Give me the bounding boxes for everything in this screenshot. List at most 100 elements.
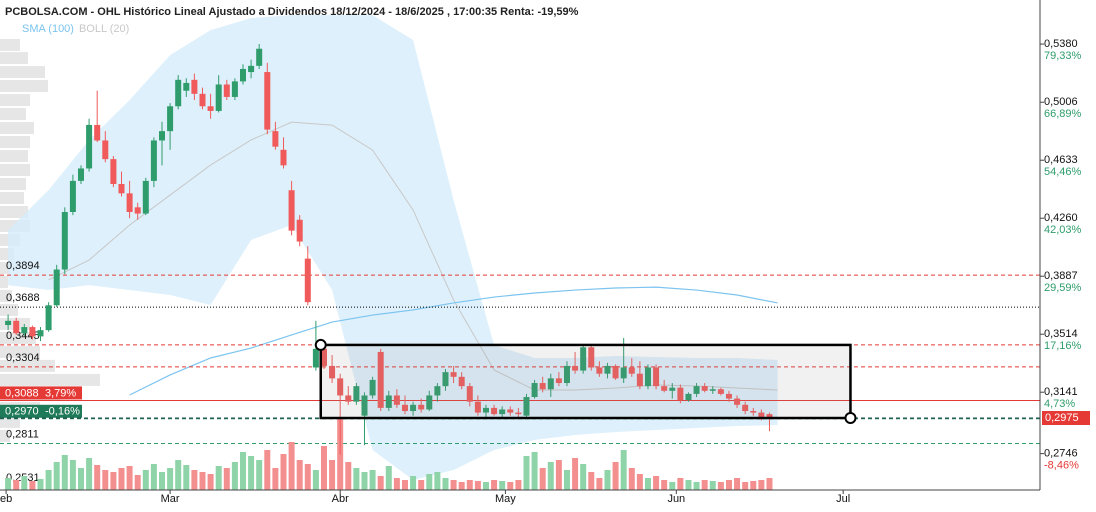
volume-bar	[410, 476, 417, 490]
x-tick-label: Abr	[332, 493, 349, 505]
candle-body	[248, 65, 255, 73]
y-tick-label: 0,5006	[1044, 96, 1078, 108]
volume-bar	[555, 460, 562, 490]
volume-bar	[377, 476, 384, 490]
candle-body	[580, 347, 587, 371]
volume-bar	[37, 479, 44, 490]
candle-body	[434, 386, 441, 396]
candle-body	[742, 404, 749, 412]
drawing-handle	[314, 338, 327, 351]
volume-bar	[215, 466, 222, 490]
volume-profile-bar	[0, 39, 20, 52]
y-tick-percent: 79,33%	[1044, 50, 1082, 62]
volume-profile-bar	[0, 247, 14, 260]
candle-body	[620, 367, 627, 379]
sma-line	[129, 286, 778, 396]
y-tick-label: 0,3141	[1044, 386, 1078, 398]
y-tick-percent: 42,03%	[1044, 224, 1082, 236]
candle-body	[612, 365, 619, 379]
volume-bar	[158, 472, 165, 490]
candle-body	[474, 401, 481, 413]
volume-bar	[239, 452, 246, 490]
candle-body	[393, 395, 400, 405]
candle-body	[183, 82, 190, 91]
legend-entry: BOLL (20)	[79, 23, 129, 35]
volume-bar	[369, 470, 376, 490]
candle-body	[5, 320, 12, 326]
candle-body	[231, 81, 238, 97]
volume-bar	[531, 452, 538, 490]
volume-bar	[742, 482, 749, 490]
level-label: 0,3088	[5, 387, 39, 399]
candle-body	[563, 365, 570, 384]
level-label: 0,2970	[5, 406, 39, 418]
candle-body	[644, 367, 651, 387]
volume-profile-bar	[0, 429, 10, 442]
volume-bar	[5, 478, 12, 490]
volume-bar	[669, 482, 676, 490]
candle-body	[604, 365, 611, 374]
volume-bar	[693, 482, 700, 490]
volume-profile-bar	[0, 289, 12, 302]
volume-bar	[474, 481, 481, 490]
drawing-rectangle	[319, 343, 852, 420]
y-tick-label: 0,3887	[1044, 270, 1078, 282]
volume-bar	[588, 472, 595, 490]
candle-body	[256, 48, 263, 66]
candle-body	[361, 395, 368, 416]
volume-bar	[628, 468, 635, 490]
y-tick-label: 0,3514	[1044, 328, 1078, 340]
level-label-box	[0, 404, 82, 418]
candle-body	[21, 327, 28, 334]
candle-body	[669, 387, 676, 391]
x-tick-label: Mar	[161, 493, 180, 505]
volume-bar	[515, 480, 522, 490]
volume-bar	[304, 464, 311, 490]
volume-profile-bar	[0, 178, 26, 191]
volume-bar	[231, 462, 238, 490]
candle-body	[677, 387, 684, 401]
volume-bar	[86, 458, 93, 490]
candle-body	[134, 207, 141, 214]
volume-bar	[750, 481, 757, 490]
volume-bar	[175, 460, 182, 490]
volume-bar	[272, 468, 279, 490]
candle-body	[337, 378, 344, 396]
volume-bar	[94, 465, 101, 490]
candle-body	[77, 168, 84, 181]
volume-profile-bar	[0, 359, 55, 372]
volume-bar	[61, 455, 68, 490]
candle-body	[661, 386, 668, 391]
volume-bar	[21, 476, 28, 490]
volume-bar	[466, 480, 473, 490]
candle-body	[280, 149, 287, 166]
candle-body	[199, 93, 206, 107]
candle-body	[126, 193, 133, 212]
volume-bar	[596, 478, 603, 490]
candle-body	[758, 412, 765, 418]
volume-profile-bar	[0, 205, 28, 218]
volume-bar	[434, 472, 441, 490]
candle-body	[29, 327, 36, 337]
candle-body	[482, 407, 489, 413]
volume-bar	[167, 468, 174, 490]
candle-body	[450, 372, 457, 377]
level-label-box	[0, 386, 82, 400]
candle-body	[555, 378, 562, 384]
y-tick-label: 0,2746	[1044, 448, 1078, 460]
volume-profile-bar	[0, 108, 26, 121]
candle-body	[69, 180, 76, 212]
volume-profile-bar	[0, 164, 30, 177]
volume-bar	[709, 481, 716, 490]
candle-body	[264, 72, 271, 130]
volume-profile-bar	[0, 52, 28, 65]
candle-body	[223, 84, 230, 97]
x-tick-label: Jun	[667, 493, 685, 505]
candle-body	[466, 386, 473, 402]
candle-body	[588, 347, 595, 368]
candle-body	[102, 140, 109, 160]
volume-profile-bar	[0, 150, 28, 163]
legend-entry: SMA (100)	[22, 23, 74, 35]
volume-bar	[507, 482, 514, 490]
